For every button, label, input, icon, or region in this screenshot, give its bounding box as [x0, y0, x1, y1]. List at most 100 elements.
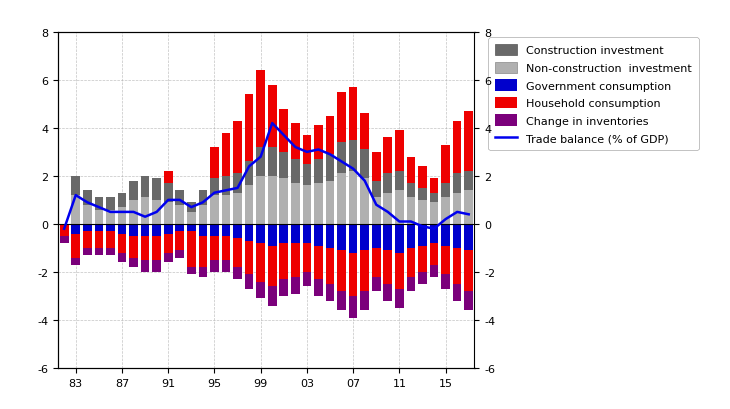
Bar	[280, 279, 288, 296]
Bar	[418, 189, 427, 200]
Bar	[233, 174, 242, 193]
Bar	[441, 198, 450, 225]
Bar	[199, 205, 207, 225]
Bar	[60, 225, 69, 236]
Bar	[383, 251, 392, 284]
Bar	[175, 191, 184, 205]
Bar	[141, 225, 150, 236]
Bar	[268, 225, 277, 246]
Bar	[441, 145, 450, 184]
Legend: Construction investment, Non-construction  investment, Government consumption, H: Construction investment, Non-constructio…	[488, 38, 699, 151]
Bar	[349, 296, 358, 318]
Bar	[141, 236, 150, 260]
Bar	[129, 200, 138, 225]
Bar	[141, 260, 150, 272]
Bar	[233, 193, 242, 225]
Bar	[395, 253, 404, 289]
Bar	[372, 153, 380, 181]
Bar	[83, 225, 92, 231]
Bar	[430, 265, 439, 277]
Bar	[464, 292, 473, 310]
Bar	[106, 210, 115, 225]
Bar	[453, 284, 461, 301]
Bar	[441, 246, 450, 275]
Bar	[141, 198, 150, 225]
Bar	[314, 246, 323, 279]
Bar	[187, 231, 196, 267]
Bar	[153, 236, 161, 260]
Bar	[314, 279, 323, 296]
Bar	[361, 114, 369, 150]
Bar	[372, 277, 380, 292]
Bar	[383, 193, 392, 225]
Bar	[118, 234, 126, 253]
Bar	[94, 198, 103, 210]
Bar	[268, 85, 277, 148]
Bar	[395, 191, 404, 225]
Bar	[72, 234, 80, 258]
Bar	[72, 176, 80, 196]
Bar	[153, 179, 161, 200]
Bar	[280, 179, 288, 225]
Bar	[383, 174, 392, 193]
Bar	[268, 176, 277, 225]
Bar	[94, 248, 103, 256]
Bar	[199, 267, 207, 277]
Bar	[245, 225, 253, 241]
Bar	[233, 121, 242, 174]
Bar	[72, 225, 80, 234]
Bar	[302, 243, 311, 272]
Bar	[280, 109, 288, 153]
Bar	[164, 253, 172, 263]
Bar	[383, 284, 392, 301]
Bar	[337, 251, 346, 292]
Bar	[302, 272, 311, 287]
Bar	[175, 225, 184, 231]
Bar	[210, 148, 219, 179]
Bar	[268, 148, 277, 176]
Bar	[418, 246, 427, 272]
Bar	[199, 225, 207, 236]
Bar	[106, 198, 115, 210]
Bar	[83, 231, 92, 248]
Bar	[199, 236, 207, 267]
Bar	[314, 126, 323, 160]
Bar	[464, 112, 473, 172]
Bar	[349, 225, 358, 253]
Bar	[153, 260, 161, 272]
Bar	[245, 95, 253, 162]
Bar	[464, 251, 473, 292]
Bar	[210, 196, 219, 225]
Bar	[326, 181, 334, 225]
Bar	[256, 148, 265, 176]
Bar	[314, 160, 323, 184]
Bar	[280, 243, 288, 279]
Bar	[337, 92, 346, 143]
Bar	[302, 136, 311, 164]
Bar	[372, 181, 380, 198]
Bar	[106, 231, 115, 248]
Bar	[106, 225, 115, 231]
Bar	[153, 225, 161, 236]
Bar	[175, 231, 184, 251]
Bar	[361, 292, 369, 310]
Bar	[453, 174, 461, 193]
Bar	[453, 121, 461, 174]
Bar	[383, 138, 392, 174]
Bar	[129, 236, 138, 258]
Bar	[83, 205, 92, 225]
Bar	[349, 172, 358, 225]
Bar	[418, 167, 427, 189]
Bar	[210, 236, 219, 260]
Bar	[395, 131, 404, 172]
Bar	[441, 225, 450, 246]
Bar	[187, 267, 196, 275]
Bar	[268, 246, 277, 287]
Bar	[349, 88, 358, 141]
Bar	[118, 208, 126, 225]
Bar	[210, 225, 219, 236]
Bar	[233, 225, 242, 239]
Bar	[164, 172, 172, 184]
Bar	[256, 176, 265, 225]
Bar	[118, 225, 126, 234]
